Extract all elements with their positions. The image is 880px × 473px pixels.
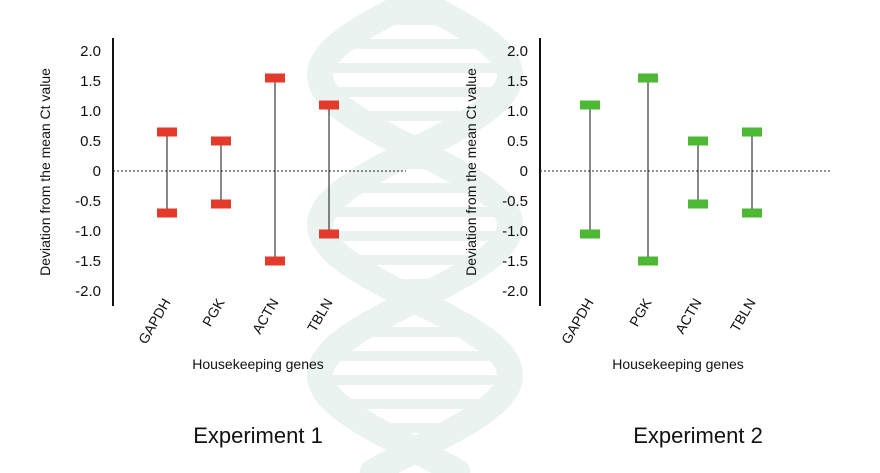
low-marker-tbln <box>742 208 762 218</box>
helix-strand <box>306 0 524 473</box>
high-marker-actn <box>265 73 285 83</box>
chart-title: Experiment 1 <box>193 423 323 448</box>
category-label: ACTN <box>249 296 282 337</box>
y-tick-label: 1.5 <box>507 73 528 90</box>
high-marker-pgk <box>211 136 231 146</box>
y-tick-label: 0 <box>93 163 101 180</box>
y-tick-label: -1.0 <box>502 223 528 240</box>
dna-helix-icon <box>306 0 524 473</box>
y-tick-label: -2.0 <box>75 283 101 300</box>
low-marker-gapdh <box>157 208 177 218</box>
y-axis-title: Deviation from the mean Ct value <box>37 68 53 276</box>
low-marker-gapdh <box>580 229 600 239</box>
low-marker-pgk <box>211 199 231 209</box>
high-marker-actn <box>688 136 708 146</box>
y-tick-label: -2.0 <box>502 283 528 300</box>
x-axis-title: Housekeeping genes <box>612 356 744 372</box>
low-marker-pgk <box>638 256 658 266</box>
high-marker-gapdh <box>157 127 177 137</box>
low-marker-actn <box>265 256 285 266</box>
y-tick-label: 1.0 <box>507 103 528 120</box>
y-tick-label: 2.0 <box>507 43 528 60</box>
category-label: GAPDH <box>558 296 597 347</box>
y-tick-label: 0.5 <box>80 133 101 150</box>
category-label: GAPDH <box>135 296 174 347</box>
category-label: PGK <box>199 295 228 329</box>
low-marker-tbln <box>319 229 339 239</box>
y-tick-label: -0.5 <box>502 193 528 210</box>
y-axis-title: Deviation from the mean Ct value <box>463 68 479 276</box>
y-tick-label: 1.0 <box>80 103 101 120</box>
y-tick-label: -0.5 <box>75 193 101 210</box>
high-marker-tbln <box>742 127 762 137</box>
category-label: TBLN <box>727 296 759 335</box>
y-tick-label: 1.5 <box>80 73 101 90</box>
y-tick-label: 0.5 <box>507 133 528 150</box>
y-tick-label: 2.0 <box>80 43 101 60</box>
category-label: PGK <box>626 295 655 329</box>
low-marker-actn <box>688 199 708 209</box>
chart-title: Experiment 2 <box>633 423 763 448</box>
high-marker-tbln <box>319 100 339 110</box>
y-tick-label: -1.5 <box>75 253 101 270</box>
y-tick-label: -1.5 <box>502 253 528 270</box>
y-tick-label: 0 <box>520 163 528 180</box>
category-label: ACTN <box>672 296 705 337</box>
high-marker-pgk <box>638 73 658 83</box>
y-tick-label: -1.0 <box>75 223 101 240</box>
high-marker-gapdh <box>580 100 600 110</box>
category-label: TBLN <box>304 296 336 335</box>
x-axis-title: Housekeeping genes <box>192 356 324 372</box>
